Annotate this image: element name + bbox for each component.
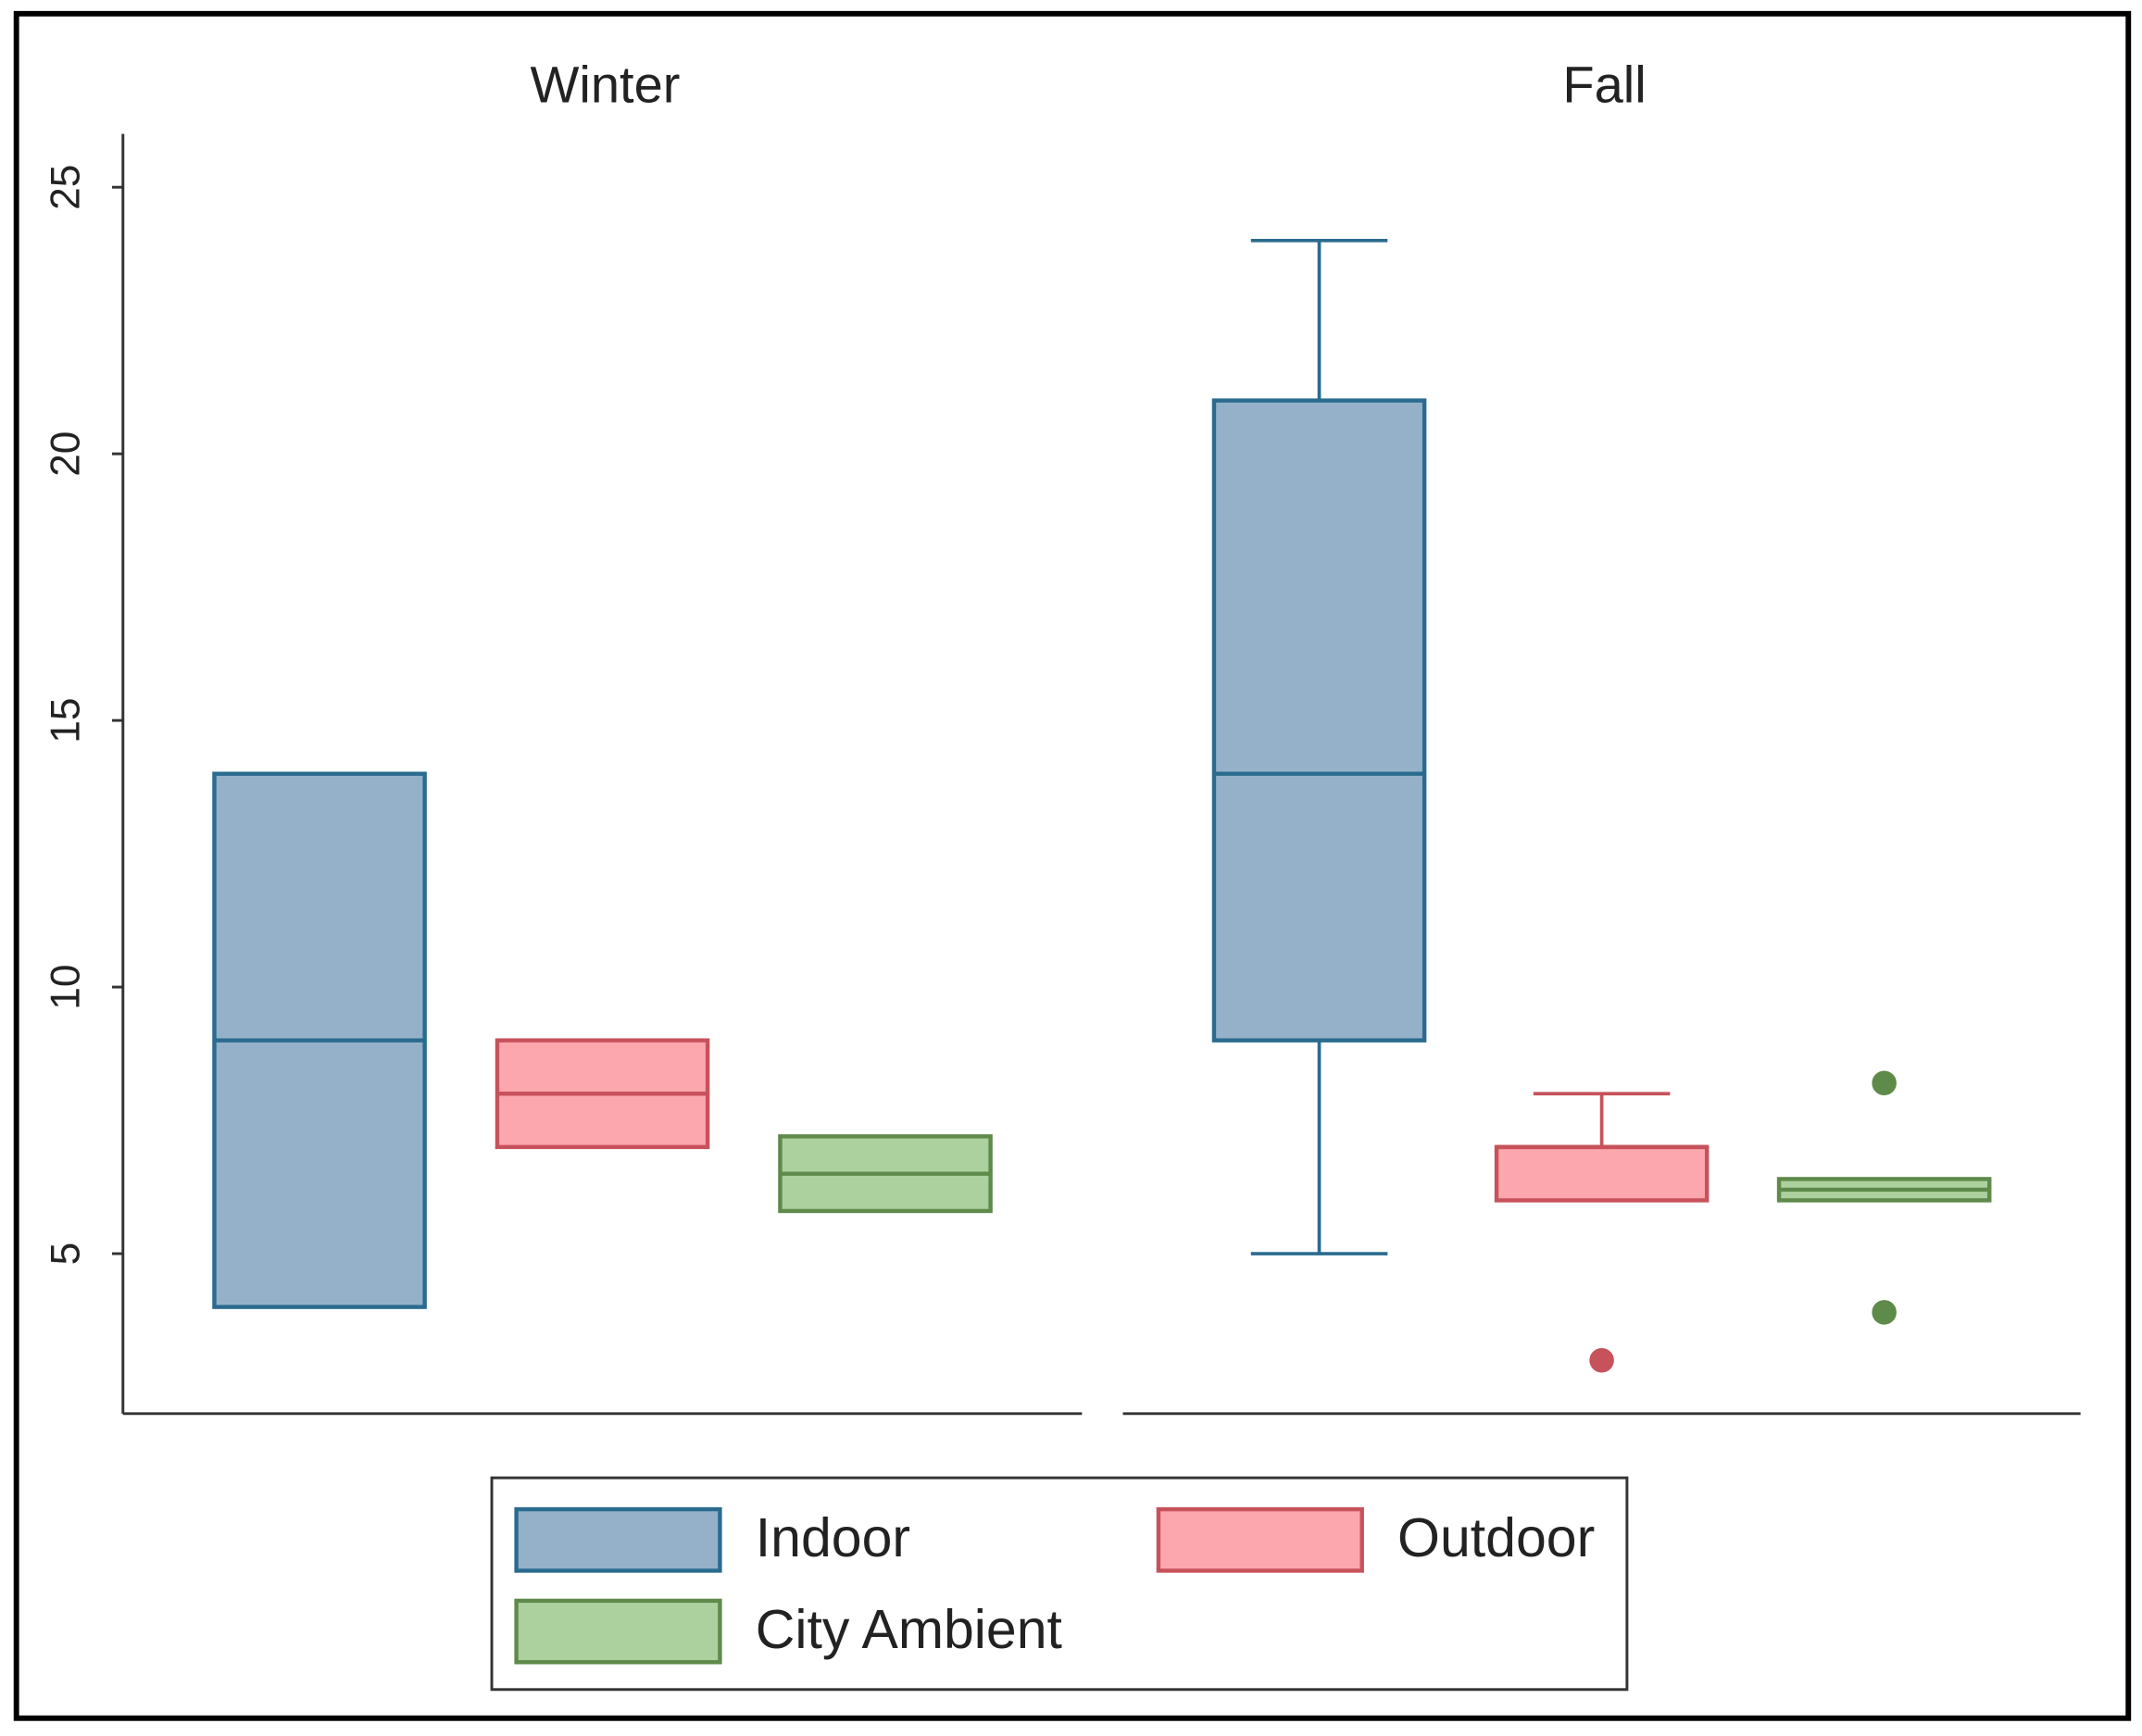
panel-title: Winter	[531, 56, 681, 114]
box	[1494, 1144, 1710, 1203]
legend-label: Indoor	[756, 1507, 910, 1568]
panel-title: Fall	[1562, 56, 1646, 114]
y-tick-label: 5	[43, 1243, 88, 1266]
legend-label: Outdoor	[1397, 1507, 1595, 1568]
box	[1211, 398, 1427, 1043]
y-tick-label: 25	[43, 165, 88, 210]
legend-key	[514, 1506, 722, 1573]
outlier	[1589, 1347, 1614, 1373]
legend-key	[1156, 1506, 1364, 1573]
y-tick-label: 20	[43, 431, 88, 477]
legend-label: City Ambient	[756, 1599, 1062, 1660]
y-tick-label: 15	[43, 698, 88, 743]
outlier	[1872, 1300, 1897, 1325]
legend-key	[514, 1598, 722, 1665]
y-tick-label: 10	[43, 964, 88, 1009]
outlier	[1872, 1070, 1897, 1096]
